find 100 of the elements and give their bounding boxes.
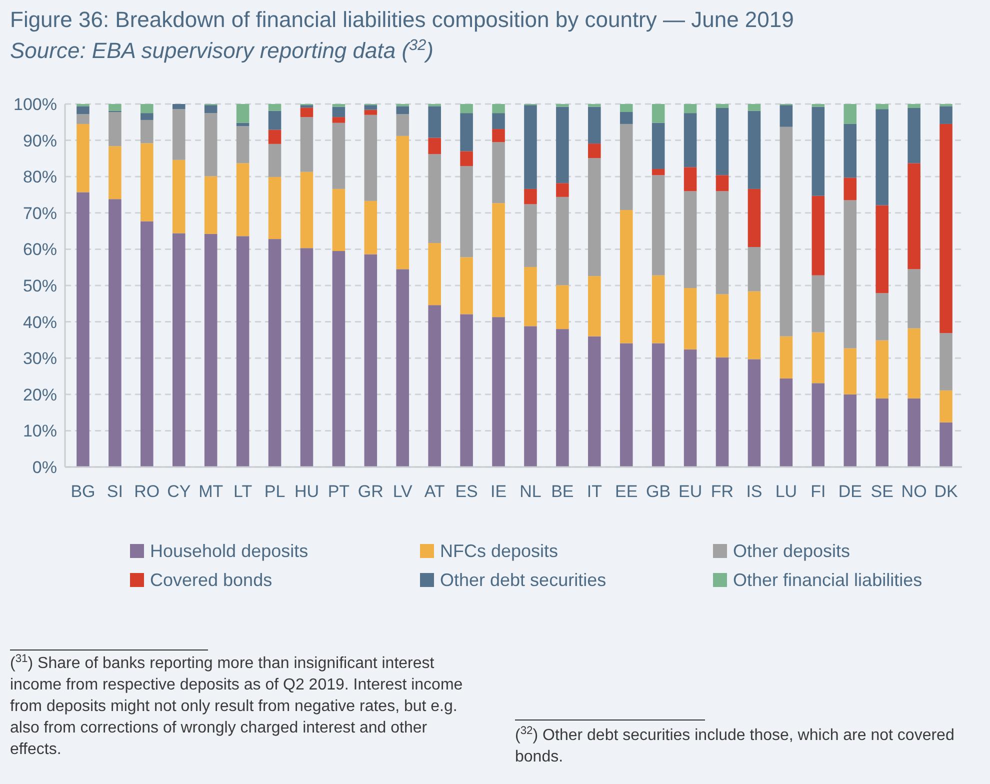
x-tick-label: NO bbox=[901, 482, 927, 501]
bar bbox=[940, 124, 952, 334]
x-tick-label: BG bbox=[70, 482, 96, 501]
bar bbox=[268, 144, 282, 177]
x-tick-label: EE bbox=[615, 482, 638, 501]
bar bbox=[748, 188, 761, 248]
x-tick-label: PL bbox=[264, 482, 286, 501]
bar bbox=[460, 151, 473, 166]
x-tick-label: HU bbox=[294, 482, 320, 501]
x-tick-label: IT bbox=[586, 482, 602, 501]
bar bbox=[876, 293, 888, 340]
bar bbox=[492, 317, 505, 467]
bar bbox=[876, 398, 888, 467]
bar bbox=[716, 294, 729, 358]
bar bbox=[620, 124, 633, 210]
bar bbox=[140, 113, 154, 120]
bar bbox=[460, 166, 473, 258]
bar bbox=[812, 196, 825, 276]
bar bbox=[460, 314, 473, 467]
chart-title: Figure 36: Breakdown of financial liabilities composition by country — June 2019 bbox=[10, 7, 794, 32]
bar bbox=[908, 108, 920, 164]
bar bbox=[588, 336, 601, 467]
bar bbox=[652, 275, 665, 344]
bar bbox=[652, 122, 665, 169]
bar bbox=[652, 168, 665, 176]
bar bbox=[684, 349, 697, 467]
x-tick-label: FR bbox=[710, 482, 734, 501]
bar bbox=[364, 254, 378, 467]
x-tick-label: PT bbox=[328, 482, 350, 501]
bar bbox=[204, 234, 218, 467]
bar bbox=[268, 239, 282, 467]
x-tick-label: FI bbox=[810, 482, 826, 501]
bar bbox=[908, 398, 920, 467]
bar bbox=[748, 110, 761, 189]
bar bbox=[812, 275, 825, 332]
bar bbox=[172, 160, 186, 234]
bar bbox=[140, 104, 154, 114]
bar bbox=[140, 221, 154, 467]
bar bbox=[460, 104, 473, 114]
bar bbox=[908, 269, 920, 328]
bar bbox=[876, 205, 888, 294]
bar bbox=[876, 109, 888, 206]
bar bbox=[620, 343, 633, 467]
bar bbox=[396, 136, 410, 270]
y-tick-label: 20% bbox=[22, 385, 57, 404]
bar bbox=[524, 204, 537, 267]
bar bbox=[556, 183, 569, 197]
bar bbox=[812, 104, 825, 107]
bar bbox=[204, 113, 218, 176]
x-tick-label: AT bbox=[424, 482, 445, 501]
bar bbox=[620, 112, 633, 124]
x-tick-label: SI bbox=[106, 482, 123, 501]
x-tick-label: RO bbox=[134, 482, 160, 501]
bar bbox=[556, 106, 569, 184]
bar bbox=[524, 188, 537, 204]
bar bbox=[588, 276, 601, 336]
bar bbox=[716, 108, 729, 176]
x-tick-label: DE bbox=[838, 482, 862, 501]
bar bbox=[76, 192, 90, 467]
x-tick-label: MT bbox=[198, 482, 224, 501]
bar bbox=[492, 113, 505, 130]
bar bbox=[620, 210, 633, 344]
text: ($^{31}$) Share of banks reporting more than insignificant interest income from respective deposits as of Q2 2019. Interest income from deposits might not only result from negative rates, but e.g. also from corrections of wrongly charged interest and other effects. bbox=[10, 653, 463, 758]
bar bbox=[940, 390, 952, 422]
bar bbox=[300, 172, 314, 248]
bar bbox=[844, 104, 857, 124]
bar bbox=[684, 113, 697, 168]
x-tick-label: NL bbox=[520, 482, 542, 501]
bar bbox=[332, 104, 346, 107]
bar bbox=[588, 104, 601, 107]
bar bbox=[108, 112, 122, 146]
bar bbox=[492, 142, 505, 204]
bar bbox=[268, 104, 282, 111]
bar bbox=[236, 104, 250, 123]
bar bbox=[172, 104, 186, 110]
x-tick-label: LV bbox=[392, 482, 414, 501]
x-tick-label: LU bbox=[775, 482, 798, 501]
bar bbox=[940, 422, 952, 467]
bar bbox=[428, 154, 441, 244]
bar bbox=[748, 359, 761, 467]
bar bbox=[300, 248, 314, 467]
bar bbox=[556, 329, 569, 467]
bar bbox=[812, 106, 825, 196]
bar bbox=[684, 167, 697, 192]
bar bbox=[76, 124, 90, 192]
bar bbox=[76, 106, 90, 114]
bar bbox=[748, 104, 761, 111]
x-tick-label: CY bbox=[167, 482, 191, 501]
bar bbox=[748, 247, 761, 292]
x-tick-label: IE bbox=[490, 482, 507, 501]
bar bbox=[396, 114, 410, 136]
legend-label: Other financial liabilities bbox=[733, 570, 922, 590]
bar bbox=[492, 129, 505, 142]
x-tick-label: LT bbox=[234, 482, 252, 501]
y-tick-label: 60% bbox=[22, 240, 57, 260]
bar bbox=[620, 104, 633, 112]
bar bbox=[492, 203, 505, 318]
bar bbox=[780, 126, 793, 336]
bar bbox=[716, 357, 729, 467]
bar bbox=[268, 110, 282, 130]
